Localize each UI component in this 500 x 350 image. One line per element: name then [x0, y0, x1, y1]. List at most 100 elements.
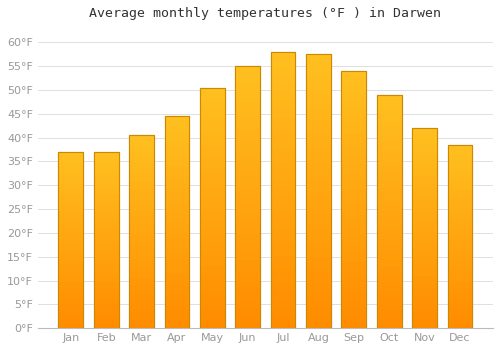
Bar	[58, 152, 84, 328]
Bar	[377, 244, 402, 249]
Bar	[448, 170, 472, 174]
Bar	[270, 240, 295, 245]
Bar	[164, 197, 190, 201]
Bar	[129, 182, 154, 186]
Bar	[129, 201, 154, 205]
Bar	[236, 276, 260, 281]
Bar	[94, 237, 118, 240]
Bar	[270, 218, 295, 223]
Bar	[412, 312, 437, 316]
Bar	[236, 161, 260, 166]
Bar	[200, 256, 225, 261]
Bar	[377, 323, 402, 328]
Bar	[270, 289, 295, 295]
Bar	[236, 87, 260, 92]
Bar	[412, 200, 437, 204]
Bar	[200, 117, 225, 121]
Bar	[412, 208, 437, 212]
Bar	[129, 159, 154, 162]
Bar	[58, 268, 84, 272]
Bar	[306, 87, 331, 93]
Bar	[270, 234, 295, 240]
Bar	[448, 189, 472, 192]
Bar	[94, 169, 118, 173]
Bar	[377, 295, 402, 300]
Bar	[164, 116, 190, 328]
Bar	[200, 290, 225, 294]
Bar	[412, 324, 437, 328]
Bar	[236, 98, 260, 103]
Bar	[412, 244, 437, 248]
Bar	[236, 208, 260, 213]
Bar	[306, 54, 331, 60]
Bar	[200, 97, 225, 102]
Bar	[448, 200, 472, 203]
Bar	[164, 125, 190, 129]
Bar	[270, 245, 295, 251]
Bar	[236, 202, 260, 208]
Bar	[164, 201, 190, 205]
Bar	[200, 126, 225, 131]
Bar	[164, 260, 190, 265]
Bar	[342, 127, 366, 133]
Bar	[236, 197, 260, 202]
Bar	[58, 208, 84, 212]
Bar	[270, 74, 295, 79]
Bar	[377, 211, 402, 216]
Bar	[58, 307, 84, 310]
Bar	[377, 263, 402, 267]
Bar	[412, 228, 437, 232]
Bar	[412, 232, 437, 236]
Bar	[129, 251, 154, 255]
Bar	[342, 169, 366, 174]
Bar	[58, 233, 84, 237]
Bar	[200, 112, 225, 117]
Bar	[94, 201, 118, 205]
Bar	[94, 159, 118, 162]
Bar	[200, 237, 225, 242]
Bar	[377, 99, 402, 104]
Bar	[164, 159, 190, 163]
Bar	[236, 255, 260, 260]
Bar	[306, 142, 331, 147]
Bar	[129, 166, 154, 170]
Bar	[306, 126, 331, 131]
Bar	[448, 255, 472, 259]
Bar	[342, 163, 366, 169]
Bar	[236, 281, 260, 286]
Bar	[306, 208, 331, 213]
Bar	[94, 205, 118, 208]
Bar	[342, 91, 366, 97]
Bar	[448, 163, 472, 167]
Bar	[412, 276, 437, 280]
Bar	[342, 122, 366, 127]
Bar	[58, 275, 84, 279]
Bar	[306, 197, 331, 202]
Bar	[412, 144, 437, 148]
Bar	[377, 169, 402, 174]
Bar	[164, 273, 190, 277]
Bar	[200, 222, 225, 227]
Bar	[236, 71, 260, 77]
Bar	[164, 239, 190, 243]
Bar	[94, 230, 118, 233]
Bar	[412, 296, 437, 300]
Bar	[164, 167, 190, 171]
Bar	[270, 196, 295, 201]
Bar	[270, 168, 295, 174]
Bar	[412, 156, 437, 160]
Bar	[94, 219, 118, 223]
Bar	[58, 230, 84, 233]
Bar	[236, 92, 260, 98]
Bar	[200, 294, 225, 299]
Bar	[236, 103, 260, 108]
Bar	[377, 267, 402, 272]
Bar	[448, 284, 472, 288]
Bar	[412, 132, 437, 136]
Bar	[94, 289, 118, 293]
Bar	[129, 309, 154, 313]
Bar	[164, 176, 190, 180]
Bar	[342, 236, 366, 241]
Bar	[200, 203, 225, 208]
Bar	[377, 141, 402, 146]
